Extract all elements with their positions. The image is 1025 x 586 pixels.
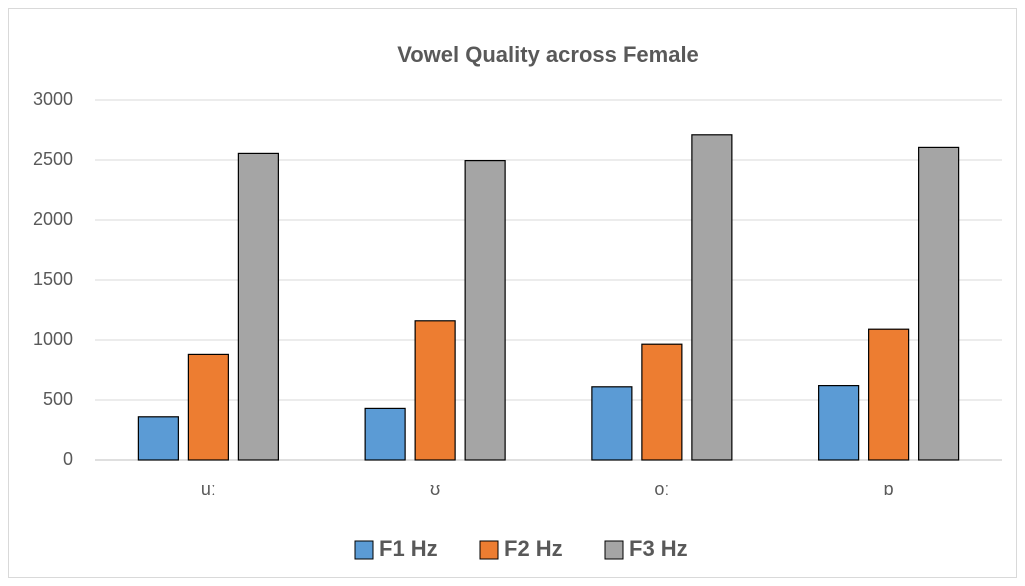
y-tick-label: 2000 [33, 209, 73, 229]
y-tick-label: 1000 [33, 329, 73, 349]
bar [237, 152, 279, 461]
x-tick-label: oː [654, 479, 669, 499]
y-tick-label: 2500 [33, 149, 73, 169]
y-tick-label: 3000 [33, 89, 73, 109]
chart-title: Vowel Quality across Female [397, 42, 699, 67]
legend-label: F1 Hz [379, 536, 438, 561]
bar [464, 160, 506, 461]
legend-swatch [604, 540, 624, 560]
legend-swatch [354, 540, 374, 560]
bar [641, 343, 683, 461]
bar [868, 328, 910, 461]
bar [187, 353, 229, 461]
legend-label: F3 Hz [629, 536, 688, 561]
x-tick-label: ʊ [430, 479, 440, 499]
y-tick-label: 500 [43, 389, 73, 409]
bar [414, 320, 456, 461]
bar [818, 385, 860, 461]
bar [918, 146, 960, 461]
bar [364, 407, 406, 461]
y-tick-label: 0 [63, 449, 73, 469]
bar [591, 386, 633, 461]
bar [137, 416, 179, 461]
y-tick-label: 1500 [33, 269, 73, 289]
bar [691, 134, 733, 461]
x-tick-label: ɒ [884, 479, 894, 499]
legend-label: F2 Hz [504, 536, 563, 561]
legend-swatch [479, 540, 499, 560]
chart-border [8, 8, 1017, 578]
x-tick-label: uː [201, 479, 216, 499]
